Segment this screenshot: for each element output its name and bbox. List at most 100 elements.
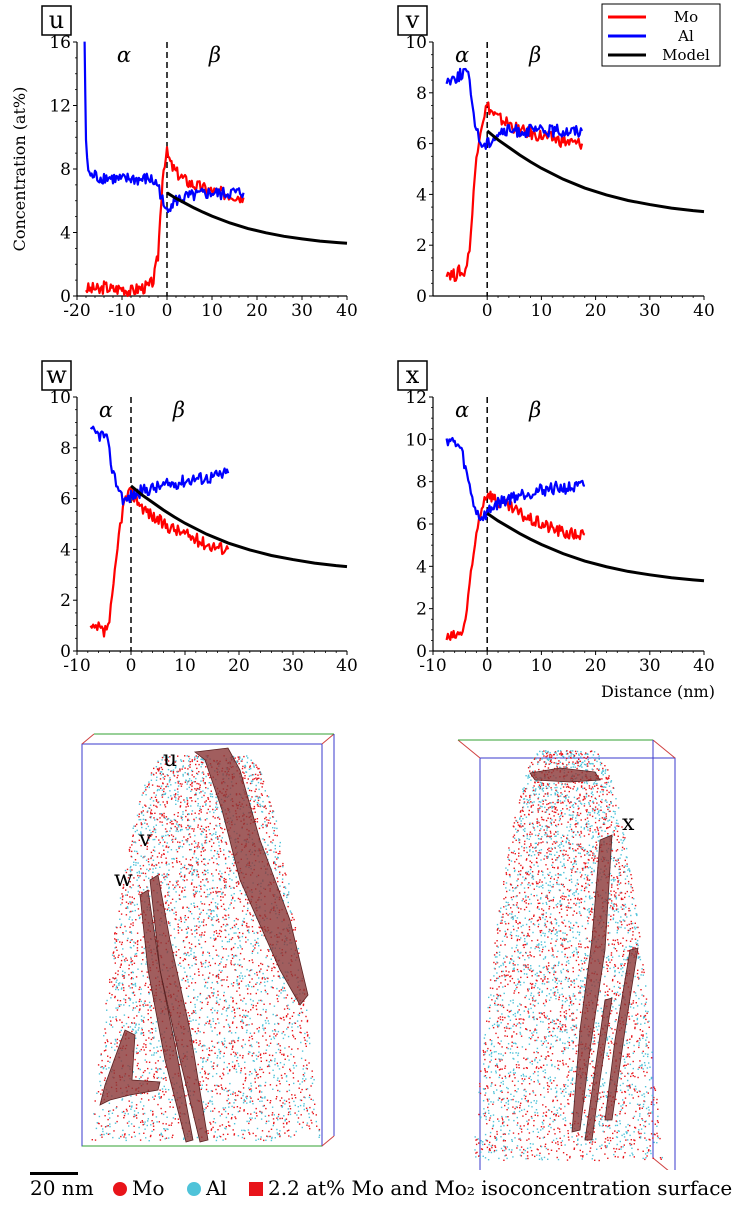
- y-tick-label: 16: [49, 33, 71, 53]
- y-tick-label: 10: [405, 430, 427, 450]
- y-tick-label: 12: [405, 388, 427, 408]
- series-line-model: [486, 129, 705, 214]
- panel-label: w: [46, 361, 67, 389]
- atom-cloud: [91, 755, 321, 1142]
- reconstruction-left: [81, 733, 335, 1147]
- y-tick-label: 6: [416, 135, 427, 155]
- x-tick-label: 0: [162, 301, 173, 321]
- legend-label-al: Al: [677, 27, 694, 45]
- series-line-al: [89, 425, 230, 506]
- phase-label-beta: β: [208, 43, 221, 67]
- y-tick-label: 6: [60, 490, 71, 510]
- x-tick-label: 10: [531, 656, 553, 676]
- series-line-al: [445, 67, 584, 150]
- x-tick-label: -10: [419, 656, 446, 676]
- isoconcentration-surface: [571, 834, 613, 1133]
- series-line-model: [130, 484, 348, 569]
- x-tick-label: 0: [482, 301, 493, 321]
- recon-label-u: u: [163, 747, 177, 772]
- y-tick-label: 4: [416, 557, 427, 577]
- atom-probe-reconstructions: u v w x: [81, 733, 676, 1170]
- y-tick-label: 10: [49, 388, 71, 408]
- surface-square-icon: [249, 1182, 263, 1196]
- y-tick-label: 2: [416, 600, 427, 620]
- bounding-box-edge: [652, 739, 676, 759]
- series-line-mo: [445, 490, 586, 641]
- bounding-box-edge: [457, 739, 481, 759]
- phase-label-alpha: α: [455, 43, 469, 67]
- y-tick-label: 0: [60, 287, 71, 307]
- x-tick-label: 20: [228, 656, 250, 676]
- panel-label: u: [49, 6, 64, 34]
- isoconcentration-surface: [194, 747, 309, 1006]
- chart-panel-u: 0 4 8 12 16 -20 -10 0 10 20 30 40 u α β Concentration (…: [10, 5, 358, 321]
- legend-mo: Mo: [113, 1176, 165, 1200]
- isoconcentration-surface: [149, 874, 209, 1143]
- al-dot-icon: [187, 1182, 201, 1196]
- panel-label-box: [41, 5, 72, 36]
- legend-label-model: Model: [662, 46, 710, 64]
- phase-label-beta: β: [528, 398, 541, 422]
- y-tick-label: 4: [60, 540, 71, 560]
- x-tick-label: 0: [482, 656, 493, 676]
- recon-label-w: w: [114, 867, 133, 892]
- phase-label-beta: β: [172, 398, 185, 422]
- bounding-box-back: [479, 757, 676, 1170]
- isoconcentration-surface: [99, 1029, 161, 1106]
- panel-label: v: [405, 6, 420, 34]
- panel-label-box: [397, 360, 428, 391]
- y-tick-label: 2: [60, 591, 71, 611]
- x-tick-label: 20: [246, 301, 268, 321]
- x-tick-label: 20: [585, 301, 607, 321]
- y-tick-label: 4: [416, 185, 427, 205]
- x-tick-label: -20: [63, 301, 90, 321]
- x-tick-label: 40: [336, 656, 358, 676]
- legend-al: Al: [187, 1176, 227, 1200]
- x-tick-label: 40: [693, 656, 715, 676]
- scale-label: 20 nm: [30, 1176, 94, 1200]
- recon-label-x: x: [622, 811, 635, 836]
- y-tick-label: 8: [60, 439, 71, 459]
- x-tick-label: 40: [693, 301, 715, 321]
- bounding-box-edge: [321, 1135, 335, 1147]
- x-tick-label: -10: [63, 656, 90, 676]
- y-tick-label: 6: [416, 515, 427, 535]
- recon-label-v: v: [138, 827, 152, 852]
- series-line-mo: [89, 486, 230, 638]
- series-line-al: [445, 437, 586, 522]
- x-tick-label: 10: [201, 301, 223, 321]
- y-tick-label: 0: [416, 287, 427, 307]
- panel-label-box: [397, 5, 428, 36]
- y-tick-label: 12: [49, 97, 71, 117]
- mo-dot-icon: [113, 1182, 127, 1196]
- isoconcentration-surface: [529, 767, 601, 783]
- phase-label-alpha: α: [117, 43, 131, 67]
- x-axis-label: Distance (nm): [601, 682, 715, 700]
- y-tick-label: 0: [416, 642, 427, 662]
- bounding-box-edge: [321, 733, 335, 745]
- y-tick-label: 10: [405, 33, 427, 53]
- x-tick-label: 40: [336, 301, 358, 321]
- y-tick-label: 4: [60, 224, 71, 244]
- panel-label: x: [406, 361, 420, 389]
- series-line-model: [166, 191, 348, 245]
- legend-label-mo: Mo: [674, 8, 698, 26]
- y-tick-label: 8: [416, 84, 427, 104]
- phase-label-alpha: α: [455, 398, 469, 422]
- reconstruction-right: [457, 739, 676, 1170]
- isoconcentration-surface: [584, 997, 613, 1141]
- legend-surface: 2.2 at% Mo and Mo₂ isoconcentration surf…: [249, 1176, 732, 1200]
- isoconcentration-surface: [604, 947, 639, 1121]
- x-tick-label: 10: [531, 301, 553, 321]
- bounding-box-edge: [81, 733, 95, 745]
- x-tick-label: 30: [282, 656, 304, 676]
- panel-label-box: [41, 360, 72, 391]
- isoconcentration-surface: [139, 889, 194, 1143]
- x-tick-label: 30: [639, 301, 661, 321]
- y-tick-label: 8: [60, 160, 71, 180]
